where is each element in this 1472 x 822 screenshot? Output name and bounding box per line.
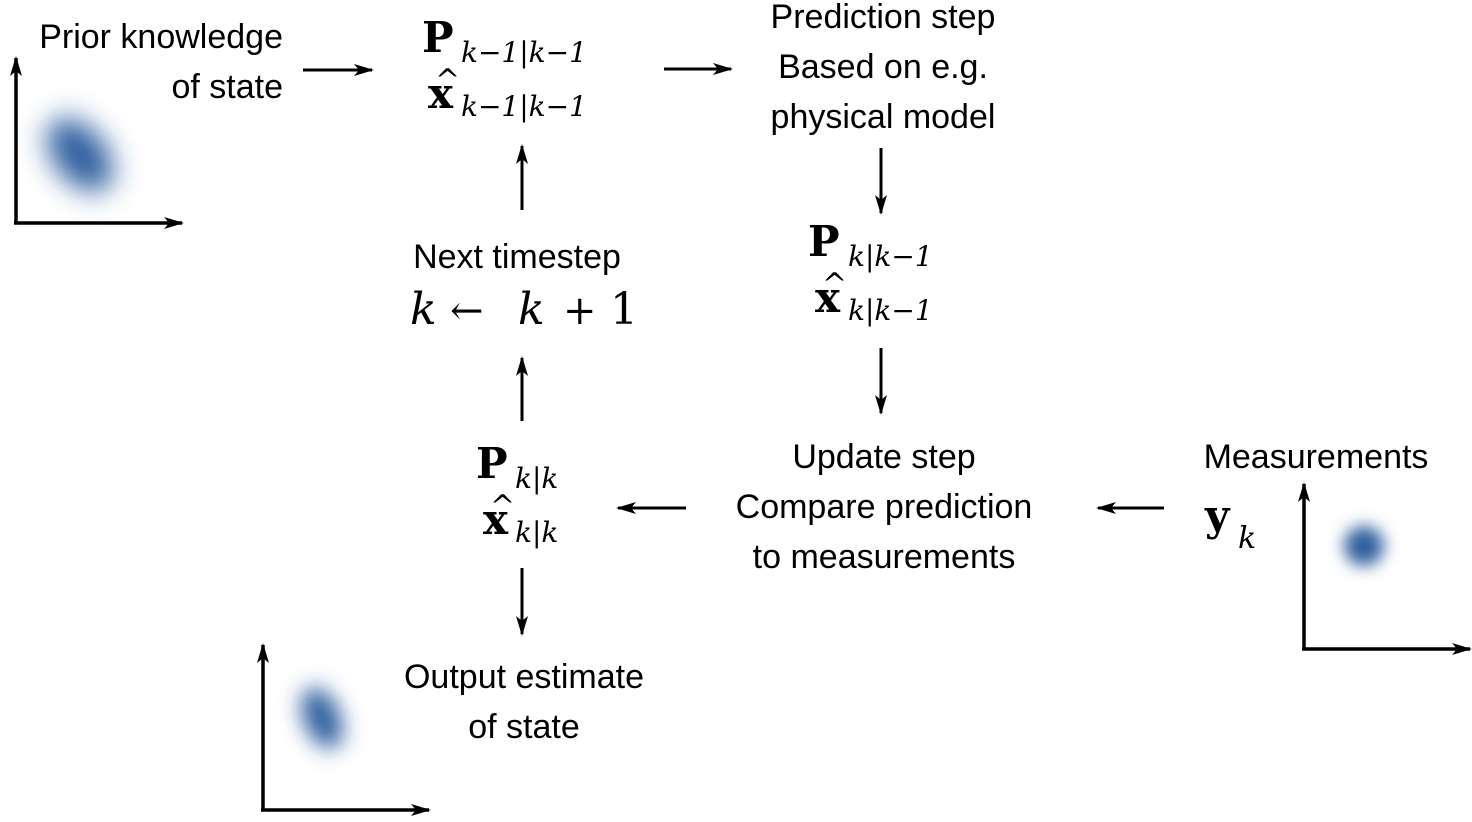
- timestep-k: k: [410, 284, 437, 335]
- measurement-math: y k: [1204, 491, 1256, 556]
- measurement-axes-icon: [1298, 482, 1472, 655]
- pred-P-symbol: P: [808, 217, 840, 266]
- prediction-label-line2: Based on e.g.: [778, 48, 988, 86]
- meas-y-symbol: y: [1204, 491, 1231, 540]
- prior-label-line1: Prior knowledge: [39, 18, 283, 56]
- output-axes-icon: [257, 643, 431, 816]
- timestep-update-math: k ← k + 1: [410, 284, 638, 335]
- update-label-line3: to measurements: [753, 538, 1016, 576]
- prev-P-symbol: P: [422, 13, 454, 62]
- next-timestep-label: Next timestep: [413, 238, 621, 276]
- prior-label-line2: of state: [171, 68, 283, 106]
- prior-gaussian-blob-icon: [47, 118, 113, 192]
- measurement-gaussian-blob-icon: [1344, 526, 1384, 566]
- prev-x-symbol: x: [428, 69, 454, 118]
- output-gaussian-blob-icon: [301, 687, 343, 749]
- output-label-line1: Output estimate: [404, 658, 644, 696]
- pred-P-subscript: k|k−1: [848, 240, 933, 273]
- timestep-arrow: ←: [450, 288, 484, 334]
- update-label-line2: Compare prediction: [736, 488, 1033, 526]
- posterior-state-math: P k|k x ^ k|k: [476, 439, 558, 549]
- post-x-symbol: x: [483, 495, 509, 544]
- post-x-hat: ^: [490, 489, 515, 524]
- prev-x-subscript: k−1|k−1: [461, 90, 587, 123]
- timestep-plus: +: [563, 288, 597, 334]
- update-label-line1: Update step: [792, 438, 975, 476]
- prev-state-math: P k−1|k−1 x ^ k−1|k−1: [422, 13, 587, 123]
- prev-P-subscript: k−1|k−1: [461, 36, 587, 69]
- pred-x-symbol: x: [815, 273, 841, 322]
- timestep-one: 1: [610, 284, 638, 335]
- prediction-label-line1: Prediction step: [771, 0, 996, 36]
- post-P-symbol: P: [476, 439, 508, 488]
- pred-state-math: P k|k−1 x ^ k|k−1: [808, 217, 933, 327]
- prior-axes-icon: [10, 56, 184, 229]
- output-label-line2: of state: [468, 708, 580, 746]
- prediction-label-line3: physical model: [771, 98, 996, 136]
- pred-x-subscript: k|k−1: [848, 294, 933, 327]
- prev-x-hat: ^: [435, 63, 460, 98]
- measurements-label: Measurements: [1204, 438, 1429, 476]
- post-x-subscript: k|k: [515, 516, 558, 549]
- meas-y-subscript: k: [1238, 521, 1256, 556]
- post-P-subscript: k|k: [515, 462, 558, 495]
- timestep-k2: k: [518, 284, 545, 335]
- pred-x-hat: ^: [822, 267, 847, 302]
